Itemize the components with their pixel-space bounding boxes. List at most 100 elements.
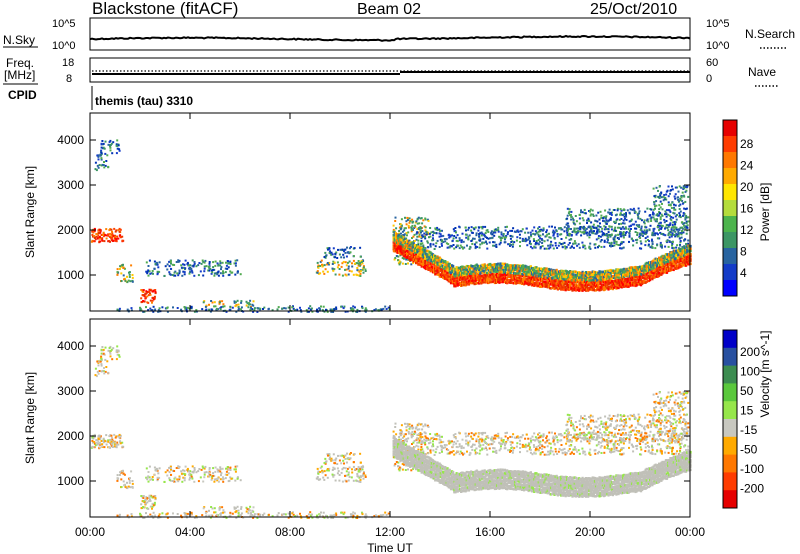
- power-pixel: [119, 236, 122, 239]
- power-pixel: [546, 269, 549, 272]
- power-pixel: [153, 295, 156, 298]
- power-pixel: [561, 285, 564, 289]
- power-pixel: [608, 208, 611, 211]
- power-pixel: [686, 250, 689, 254]
- power-pixel: [497, 274, 500, 277]
- power-pixel: [229, 305, 232, 308]
- power-pixel: [330, 251, 333, 254]
- power-pixel: [393, 258, 396, 261]
- power-pixel: [587, 281, 590, 285]
- power-pixel: [234, 259, 237, 262]
- power-pixel: [96, 237, 99, 240]
- power-pixel: [496, 229, 498, 232]
- velocity-pixel: [116, 345, 119, 348]
- power-pixel: [178, 270, 181, 273]
- power-pixel: [296, 308, 299, 311]
- power-pixel: [361, 262, 364, 265]
- power-pixel: [97, 236, 100, 239]
- power-pixel: [491, 233, 494, 236]
- power-pixel: [638, 212, 640, 215]
- velocity-pixel: [96, 439, 99, 442]
- velocity-pixel: [119, 442, 122, 445]
- power-pixel: [605, 275, 608, 279]
- power-pixel: [484, 266, 487, 270]
- power-pixel: [506, 233, 509, 236]
- power-pixel: [329, 250, 331, 253]
- colorbar-tick-label: 20: [740, 180, 754, 194]
- velocity-pixel: [208, 468, 211, 471]
- power-pixel: [618, 223, 621, 225]
- power-pixel: [393, 240, 396, 243]
- power-pixel: [645, 277, 648, 280]
- power-pixel: [399, 247, 402, 250]
- power-pixel: [471, 279, 474, 282]
- power-pixel: [672, 255, 675, 258]
- power-pixel: [639, 234, 642, 237]
- velocity-pixel: [199, 476, 202, 479]
- power-pixel: [140, 301, 143, 304]
- power-pixel: [632, 273, 635, 276]
- power-pixel: [309, 305, 312, 308]
- velocity-pixel: [128, 479, 131, 482]
- velocity-pixel: [100, 363, 103, 366]
- velocity-pixel: [169, 467, 172, 469]
- velocity-pixel: [114, 441, 117, 444]
- power-pixel: [421, 222, 424, 225]
- power-pixel: [650, 267, 653, 270]
- power-pixel: [601, 230, 603, 233]
- power-pixel: [641, 276, 644, 280]
- power-pixel: [102, 142, 105, 145]
- velocity-pixel: [112, 441, 115, 444]
- power-pixel: [426, 258, 429, 262]
- power-pixel: [659, 263, 662, 266]
- power-pixel: [537, 267, 540, 270]
- power-pixel: [111, 239, 114, 242]
- power-pixel: [188, 267, 191, 270]
- power-pixel: [393, 231, 396, 234]
- power-pixel: [300, 310, 303, 313]
- power-pixel: [121, 239, 124, 242]
- power-pixel: [673, 233, 675, 236]
- power-pixel: [128, 273, 131, 276]
- power-pixel: [535, 240, 538, 242]
- power-pixel: [414, 225, 417, 228]
- power-pixel: [640, 227, 643, 230]
- power-pixel: [644, 244, 647, 247]
- power-pixel: [575, 227, 578, 230]
- power-pixel: [533, 269, 536, 272]
- power-pixel: [147, 269, 150, 272]
- power-pixel: [649, 217, 652, 220]
- power-pixel: [689, 257, 692, 260]
- power-pixel: [457, 278, 460, 282]
- velocity-pixel: [151, 505, 154, 508]
- power-pixel: [572, 217, 574, 220]
- power-pixel: [284, 307, 287, 310]
- power-pixel: [109, 149, 112, 152]
- power-pixel: [651, 239, 653, 242]
- power-pixel: [399, 223, 402, 226]
- power-pixel: [507, 243, 510, 246]
- power-pixel: [614, 221, 617, 224]
- velocity-pixel: [174, 476, 177, 479]
- velocity-pixel: [151, 507, 153, 510]
- power-pixel: [596, 272, 599, 276]
- power-pixel: [686, 245, 689, 248]
- power-pixel: [123, 267, 126, 270]
- power-pixel: [448, 246, 451, 249]
- power-pixel: [467, 238, 470, 241]
- power-pixel: [615, 243, 618, 246]
- power-pixel: [620, 209, 623, 212]
- power-pixel: [672, 268, 675, 272]
- power-pixel: [554, 244, 557, 247]
- power-pixel: [465, 229, 467, 232]
- power-pixel: [528, 273, 531, 276]
- power-pixel: [616, 218, 619, 221]
- power-pixel: [352, 273, 355, 276]
- power-pixel: [638, 210, 641, 213]
- power-pixel: [401, 230, 404, 233]
- power-pixel: [679, 203, 682, 206]
- power-pixel: [417, 257, 420, 261]
- power-pixel: [602, 217, 605, 220]
- power-pixel: [156, 272, 159, 275]
- colorbar-segment: [723, 248, 737, 265]
